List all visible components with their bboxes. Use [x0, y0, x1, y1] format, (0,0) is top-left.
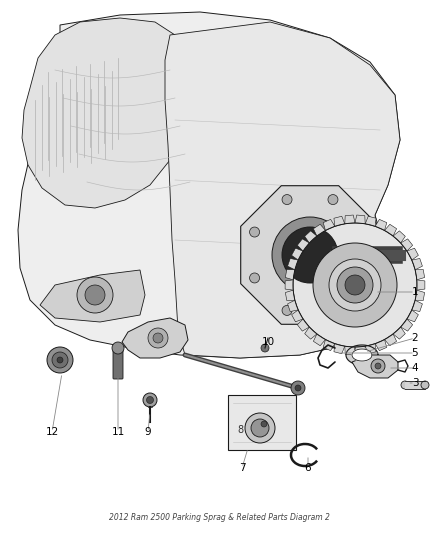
Text: 12: 12 [46, 427, 59, 437]
Circle shape [282, 227, 338, 283]
Polygon shape [305, 231, 317, 243]
Text: 6: 6 [305, 463, 311, 473]
Text: 8: 8 [237, 425, 243, 435]
Circle shape [375, 363, 381, 369]
Circle shape [112, 342, 124, 354]
Circle shape [148, 328, 168, 348]
Text: 5: 5 [412, 348, 418, 358]
Polygon shape [412, 259, 422, 270]
Polygon shape [18, 12, 400, 358]
Circle shape [52, 352, 68, 368]
FancyBboxPatch shape [113, 347, 123, 379]
Polygon shape [313, 224, 325, 236]
Polygon shape [385, 334, 397, 346]
Text: 9: 9 [145, 427, 151, 437]
Circle shape [371, 359, 385, 373]
Polygon shape [401, 319, 413, 331]
Circle shape [250, 273, 260, 283]
Polygon shape [375, 220, 387, 230]
Circle shape [272, 217, 348, 293]
Polygon shape [415, 270, 424, 280]
Circle shape [329, 259, 381, 311]
Text: 3: 3 [412, 378, 418, 388]
Polygon shape [292, 248, 303, 260]
Polygon shape [393, 231, 405, 243]
Circle shape [360, 227, 371, 237]
Polygon shape [323, 340, 335, 351]
Polygon shape [352, 355, 398, 378]
Text: 4: 4 [412, 363, 418, 373]
Polygon shape [288, 300, 298, 311]
Polygon shape [285, 280, 293, 290]
Circle shape [245, 413, 275, 443]
Polygon shape [355, 215, 365, 224]
Polygon shape [415, 290, 424, 301]
Polygon shape [323, 220, 335, 230]
Circle shape [291, 381, 305, 395]
Circle shape [313, 243, 397, 327]
Circle shape [360, 273, 371, 283]
Polygon shape [412, 300, 422, 311]
Circle shape [143, 393, 157, 407]
Polygon shape [286, 270, 295, 280]
Circle shape [85, 285, 105, 305]
Circle shape [261, 421, 267, 427]
Polygon shape [122, 318, 188, 358]
Polygon shape [286, 290, 295, 301]
Text: 2012 Ram 2500 Parking Sprag & Related Parts Diagram 2: 2012 Ram 2500 Parking Sprag & Related Pa… [109, 513, 329, 522]
Polygon shape [385, 224, 397, 236]
Text: 1: 1 [412, 287, 418, 297]
Polygon shape [292, 310, 303, 322]
Polygon shape [352, 349, 372, 361]
Circle shape [57, 357, 63, 363]
Ellipse shape [421, 381, 429, 389]
Polygon shape [375, 340, 387, 351]
Circle shape [345, 275, 365, 295]
Polygon shape [297, 239, 309, 251]
Circle shape [146, 397, 153, 403]
Circle shape [77, 277, 113, 313]
Circle shape [153, 333, 163, 343]
Polygon shape [241, 185, 379, 324]
Text: 11: 11 [111, 427, 125, 437]
Text: 7: 7 [239, 463, 245, 473]
Polygon shape [293, 223, 417, 347]
Circle shape [282, 305, 292, 316]
Polygon shape [165, 22, 400, 358]
Polygon shape [407, 248, 418, 260]
Polygon shape [417, 280, 425, 290]
Polygon shape [401, 239, 413, 251]
FancyBboxPatch shape [228, 395, 296, 450]
Polygon shape [345, 346, 355, 355]
Polygon shape [40, 270, 145, 322]
Circle shape [251, 419, 269, 437]
Circle shape [328, 195, 338, 205]
Circle shape [328, 305, 338, 316]
Polygon shape [334, 216, 345, 227]
Circle shape [250, 227, 260, 237]
Polygon shape [393, 327, 405, 339]
Polygon shape [355, 346, 365, 355]
Polygon shape [405, 381, 425, 389]
Circle shape [282, 195, 292, 205]
Polygon shape [346, 345, 378, 365]
Polygon shape [313, 334, 325, 346]
Circle shape [295, 385, 301, 391]
Polygon shape [297, 319, 309, 331]
Text: 10: 10 [261, 337, 275, 347]
Polygon shape [334, 344, 345, 354]
Ellipse shape [401, 381, 409, 389]
Polygon shape [345, 215, 355, 224]
Polygon shape [305, 327, 317, 339]
Circle shape [337, 267, 373, 303]
Circle shape [47, 347, 73, 373]
Text: 2: 2 [412, 333, 418, 343]
Polygon shape [407, 310, 418, 322]
Polygon shape [288, 259, 298, 270]
Circle shape [261, 344, 269, 352]
Polygon shape [365, 344, 376, 354]
Polygon shape [365, 216, 376, 227]
Polygon shape [22, 18, 188, 208]
